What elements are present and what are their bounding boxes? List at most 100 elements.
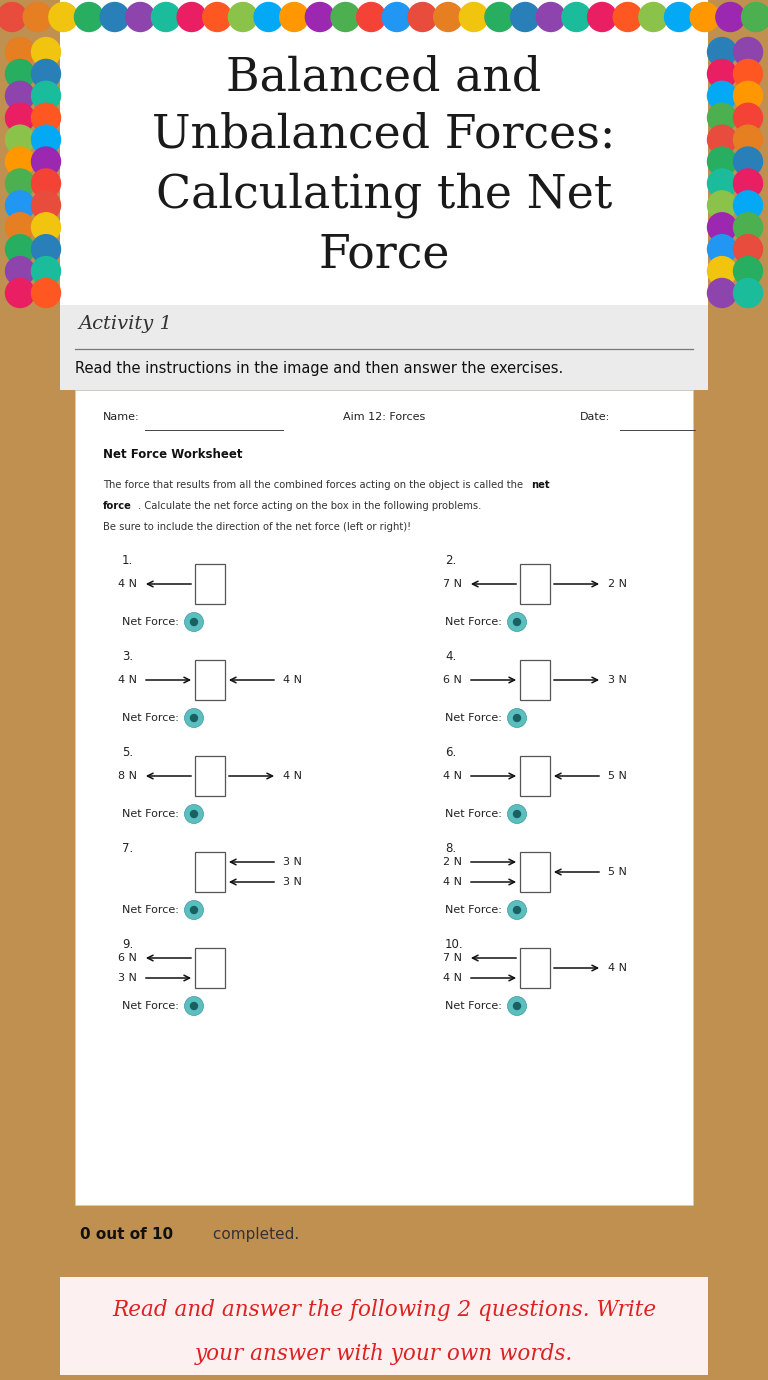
Circle shape [31, 279, 61, 308]
Circle shape [513, 905, 521, 914]
Circle shape [31, 257, 61, 286]
Text: 2.: 2. [445, 553, 456, 567]
Circle shape [0, 3, 27, 32]
Circle shape [5, 279, 35, 308]
Text: Read and answer the following 2 questions. Write: Read and answer the following 2 question… [112, 1299, 656, 1321]
Circle shape [639, 3, 668, 32]
Text: 5 N: 5 N [608, 867, 627, 878]
Text: Net Force:: Net Force: [122, 1000, 179, 1012]
Text: 5.: 5. [122, 747, 133, 759]
Text: 3 N: 3 N [608, 675, 627, 684]
Circle shape [707, 235, 737, 264]
Circle shape [408, 3, 437, 32]
Text: 10.: 10. [445, 938, 464, 951]
Circle shape [508, 901, 527, 919]
Circle shape [31, 104, 61, 132]
Circle shape [508, 805, 527, 824]
Circle shape [690, 3, 719, 32]
Text: completed.: completed. [208, 1227, 300, 1242]
Circle shape [190, 810, 198, 818]
Circle shape [5, 37, 35, 66]
Circle shape [513, 618, 521, 627]
Text: 8 N: 8 N [118, 771, 137, 781]
Text: Unbalanced Forces:: Unbalanced Forces: [152, 112, 616, 157]
Text: Net Force:: Net Force: [122, 713, 179, 723]
Text: net: net [531, 480, 550, 490]
Circle shape [126, 3, 155, 32]
Text: Net Force:: Net Force: [445, 809, 502, 818]
Circle shape [31, 168, 61, 197]
Text: Net Force:: Net Force: [445, 713, 502, 723]
Text: 1.: 1. [122, 553, 134, 567]
Circle shape [100, 3, 129, 32]
Circle shape [434, 3, 462, 32]
Circle shape [716, 3, 745, 32]
Circle shape [31, 235, 61, 264]
Circle shape [707, 37, 737, 66]
Circle shape [459, 3, 488, 32]
Circle shape [707, 168, 737, 197]
Circle shape [228, 3, 257, 32]
Circle shape [508, 996, 527, 1016]
Text: Name:: Name: [103, 413, 140, 422]
Circle shape [184, 805, 204, 824]
Circle shape [5, 168, 35, 197]
Circle shape [382, 3, 412, 32]
Text: 7 N: 7 N [443, 954, 462, 963]
Text: 7.: 7. [122, 842, 134, 856]
Circle shape [31, 126, 61, 155]
Circle shape [508, 613, 527, 632]
Circle shape [356, 3, 386, 32]
Circle shape [733, 37, 763, 66]
Bar [195, 660, 225, 700]
Circle shape [707, 148, 737, 177]
Circle shape [733, 213, 763, 242]
Circle shape [5, 257, 35, 286]
Circle shape [190, 1002, 198, 1010]
Text: 3 N: 3 N [118, 973, 137, 983]
Text: 4 N: 4 N [118, 580, 137, 589]
Text: 4 N: 4 N [443, 771, 462, 781]
Bar [60, 305, 708, 391]
Text: Net Force Worksheet: Net Force Worksheet [103, 448, 243, 461]
Text: Aim 12: Forces: Aim 12: Forces [343, 413, 425, 422]
Text: 6 N: 6 N [118, 954, 137, 963]
Text: 3 N: 3 N [283, 878, 302, 887]
Circle shape [49, 3, 78, 32]
Circle shape [74, 3, 104, 32]
Circle shape [5, 104, 35, 132]
Circle shape [707, 279, 737, 308]
Text: . Calculate the net force acting on the box in the following problems.: . Calculate the net force acting on the … [138, 501, 482, 511]
Text: 2 N: 2 N [443, 857, 462, 867]
Text: 4 N: 4 N [443, 878, 462, 887]
Circle shape [707, 213, 737, 242]
Text: Net Force:: Net Force: [122, 617, 179, 627]
Circle shape [733, 59, 763, 88]
Circle shape [280, 3, 309, 32]
Circle shape [254, 3, 283, 32]
Circle shape [513, 713, 521, 722]
Circle shape [536, 3, 565, 32]
Bar [75, 391, 693, 1205]
Circle shape [513, 1002, 521, 1010]
Circle shape [190, 713, 198, 722]
Circle shape [562, 3, 591, 32]
Bar [520, 948, 550, 988]
Circle shape [331, 3, 360, 32]
Circle shape [664, 3, 694, 32]
Bar [520, 660, 550, 700]
Text: Net Force:: Net Force: [445, 905, 502, 915]
Text: Calculating the Net: Calculating the Net [156, 172, 612, 218]
Circle shape [203, 3, 232, 32]
Circle shape [733, 126, 763, 155]
Circle shape [31, 59, 61, 88]
Text: 4 N: 4 N [118, 675, 137, 684]
Text: Net Force:: Net Force: [122, 905, 179, 915]
Text: 6 N: 6 N [443, 675, 462, 684]
Bar [520, 564, 550, 604]
Circle shape [733, 190, 763, 219]
Circle shape [184, 613, 204, 632]
Text: 3 N: 3 N [283, 857, 302, 867]
Circle shape [184, 708, 204, 727]
Text: 6.: 6. [445, 747, 456, 759]
